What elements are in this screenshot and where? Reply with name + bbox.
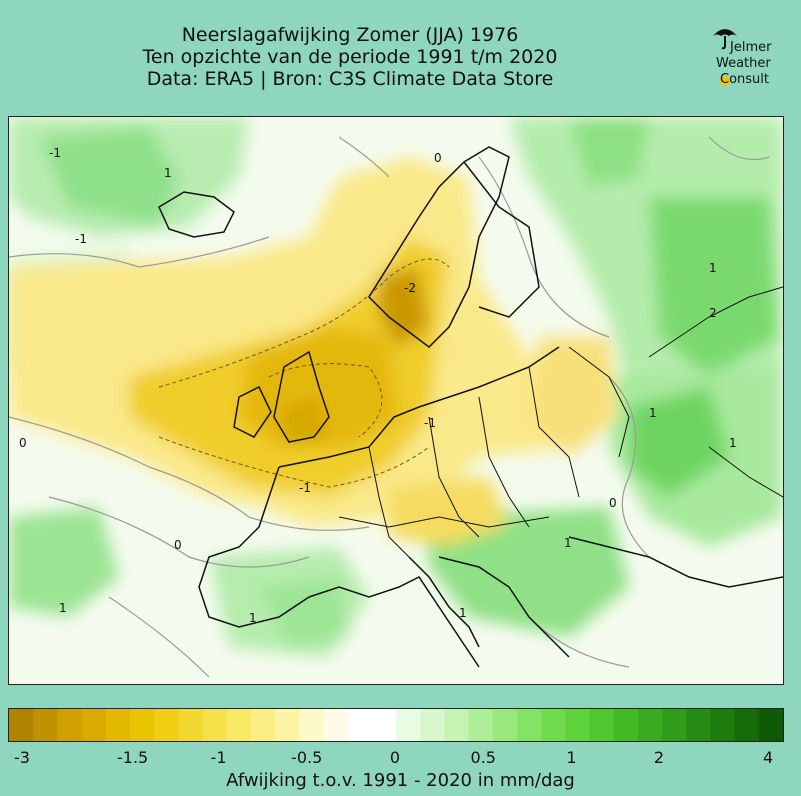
colorbar-swatch bbox=[33, 709, 58, 741]
contour-label: 1 bbox=[564, 536, 572, 550]
coastlines bbox=[158, 146, 783, 668]
colorbar-swatch bbox=[686, 709, 712, 741]
colorbar-swatch bbox=[371, 709, 397, 741]
colorbar-swatch bbox=[129, 709, 155, 741]
precipitation-anomaly-map: -1 -1 1 1 1 1 0 0 0 0 -1 -1 1 1 1 1 2 -2 bbox=[8, 116, 784, 685]
dry-anomaly-fields bbox=[9, 157, 619, 547]
colorbar-swatch bbox=[226, 709, 252, 741]
contour-label: 0 bbox=[609, 496, 617, 510]
contour-label: -1 bbox=[75, 232, 87, 246]
contour-label: 1 bbox=[59, 601, 67, 615]
colorbar-swatch bbox=[420, 709, 445, 741]
colorbar-swatch bbox=[81, 709, 107, 741]
map-subtitle: Ten opzichte van de periode 1991 t/m 202… bbox=[142, 46, 558, 68]
data-source: Data: ERA5 | Bron: C3S Climate Data Stor… bbox=[146, 68, 554, 90]
contour-label: 0 bbox=[19, 436, 27, 450]
colorbar-swatch bbox=[178, 709, 204, 741]
colorbar-swatch bbox=[154, 709, 179, 741]
colorbar-swatch bbox=[734, 709, 760, 741]
colorbar-tick-label: -3 bbox=[13, 748, 30, 767]
colorbar-swatch bbox=[541, 709, 566, 741]
map-title: Neerslagafwijking Zomer (JJA) 1976 bbox=[181, 24, 519, 46]
colorbar-swatch bbox=[710, 709, 736, 741]
contour-label: 1 bbox=[709, 261, 717, 275]
colorbar-swatch bbox=[516, 709, 542, 741]
colorbar-tick-label: 1 bbox=[566, 748, 577, 767]
colorbar-swatch bbox=[613, 709, 639, 741]
colorbar-svg bbox=[9, 709, 783, 741]
contour-label: 0 bbox=[174, 538, 182, 552]
colorbar-swatch bbox=[492, 709, 518, 741]
colorbar-tick-label: 0.5 bbox=[470, 748, 496, 767]
colorbar-tick-label: -0.5 bbox=[291, 748, 323, 767]
colorbar-swatch bbox=[565, 709, 591, 741]
colorbar-tick-label: 2 bbox=[653, 748, 665, 767]
contour-labels: -1 -1 1 1 1 1 0 0 0 0 -1 -1 1 1 1 1 2 -2 bbox=[19, 146, 737, 625]
colorbar-swatch bbox=[637, 709, 663, 741]
title-block: Neerslagafwijking Zomer (JJA) 1976 Ten o… bbox=[0, 24, 700, 90]
colorbar-swatch bbox=[202, 709, 228, 741]
contour-label: 1 bbox=[649, 406, 657, 420]
logo-line-1: Jelmer bbox=[730, 40, 772, 55]
umbrella-icon bbox=[713, 29, 737, 50]
colorbar-label: Afwijking t.o.v. 1991 - 2020 in mm/dag bbox=[226, 770, 575, 791]
contour-label: -1 bbox=[424, 416, 436, 430]
contour-label: 1 bbox=[249, 611, 257, 625]
colorbar-swatch bbox=[299, 709, 325, 741]
colorbar-swatch bbox=[589, 709, 615, 741]
colorbar-swatch bbox=[347, 709, 373, 741]
negative-contours bbox=[158, 258, 450, 488]
colorbar-swatch bbox=[468, 709, 494, 741]
logo-line-2: Weather bbox=[716, 56, 771, 71]
colorbar-swatch bbox=[323, 709, 349, 741]
logo: Jelmer Weather Consult bbox=[708, 22, 788, 92]
colorbar-tick-label: -1 bbox=[210, 748, 227, 767]
logo-line-3: Consult bbox=[720, 72, 769, 87]
contour-label: 1 bbox=[729, 436, 737, 450]
colorbar-swatch bbox=[57, 709, 83, 741]
colorbar-swatch bbox=[9, 709, 34, 741]
contour-label: 1 bbox=[459, 606, 467, 620]
colorbar bbox=[8, 708, 784, 742]
colorbar-tick-label: -1.5 bbox=[117, 748, 149, 767]
colorbar-swatch bbox=[662, 709, 687, 741]
colorbar-swatch bbox=[250, 709, 276, 741]
colorbar-tick-label: 4 bbox=[762, 748, 774, 767]
contour-label: -2 bbox=[404, 281, 416, 295]
colorbar-swatch bbox=[105, 709, 131, 741]
contour-label: -1 bbox=[49, 146, 61, 160]
colorbar-swatch bbox=[758, 709, 783, 741]
contour-label: 2 bbox=[709, 306, 717, 320]
logo-dot bbox=[720, 76, 730, 86]
colorbar-swatch bbox=[444, 709, 470, 741]
contour-label: 1 bbox=[164, 166, 172, 180]
colorbar-swatch bbox=[275, 709, 300, 741]
contour-label: 0 bbox=[434, 151, 442, 165]
map-svg: -1 -1 1 1 1 1 0 0 0 0 -1 -1 1 1 1 1 2 -2 bbox=[9, 117, 783, 684]
contour-label: -1 bbox=[299, 481, 311, 495]
colorbar-swatch bbox=[396, 709, 421, 741]
colorbar-tick-label: 0 bbox=[389, 748, 401, 767]
